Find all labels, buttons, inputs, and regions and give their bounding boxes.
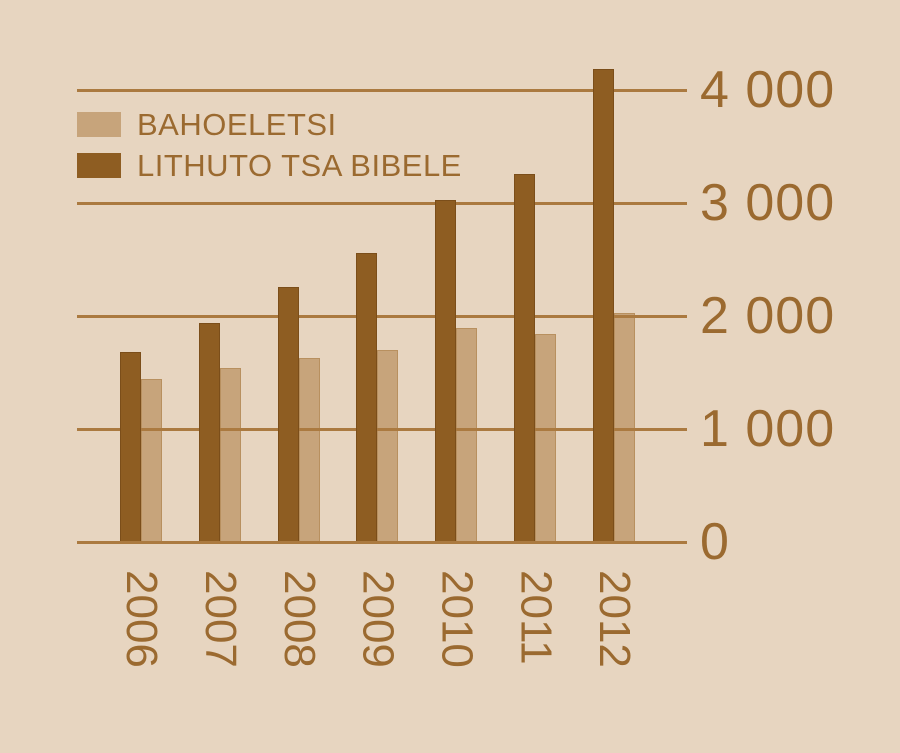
x-tick-label-2011: 2011 xyxy=(511,570,561,665)
bar-lithuto-tsa-bibele-2010 xyxy=(435,199,457,542)
legend-item-bahoeletsi: BAHOELETSI xyxy=(77,107,462,142)
legend-swatch-bahoeletsi xyxy=(77,112,121,137)
y-tick-label-3000: 3 000 xyxy=(700,174,836,232)
bar-lithuto-tsa-bibele-2012 xyxy=(592,68,614,542)
gridline-0 xyxy=(77,540,687,544)
x-tick-label-2010: 2010 xyxy=(432,570,482,668)
bar-bahoeletsi-2006 xyxy=(141,379,162,542)
legend-item-lithuto-tsa-bibele: LITHUTO TSA BIBELE xyxy=(77,148,462,183)
bar-bahoeletsi-2008 xyxy=(298,357,320,542)
bar-lithuto-tsa-bibele-2007 xyxy=(198,322,220,542)
bar-bahoeletsi-2011 xyxy=(535,334,557,542)
legend-swatch-lithuto-tsa-bibele xyxy=(77,153,121,178)
y-tick-label-4000: 4 000 xyxy=(700,61,836,119)
x-tick-label-2007: 2007 xyxy=(196,570,246,668)
gridline-2000 xyxy=(77,314,687,318)
legend: BAHOELETSI LITHUTO TSA BIBELE xyxy=(77,107,462,194)
bar-lithuto-tsa-bibele-2006 xyxy=(120,352,141,542)
x-tick-label-2012: 2012 xyxy=(590,570,640,668)
bar-lithuto-tsa-bibele-2009 xyxy=(356,252,378,542)
x-tick-label-2006: 2006 xyxy=(117,570,167,668)
x-tick-label-2009: 2009 xyxy=(353,570,403,668)
y-tick-label-2000: 2 000 xyxy=(700,287,836,345)
y-tick-label-0: 0 xyxy=(700,513,730,571)
legend-label-bahoeletsi: BAHOELETSI xyxy=(137,106,337,142)
gridline-4000 xyxy=(77,88,687,92)
bar-lithuto-tsa-bibele-2011 xyxy=(514,173,536,542)
bar-bahoeletsi-2010 xyxy=(456,328,478,542)
y-tick-label-1000: 1 000 xyxy=(700,400,836,458)
bar-bahoeletsi-2007 xyxy=(219,367,241,542)
bar-bahoeletsi-2012 xyxy=(613,312,635,542)
legend-label-lithuto-tsa-bibele: LITHUTO TSA BIBELE xyxy=(137,147,462,183)
bar-lithuto-tsa-bibele-2008 xyxy=(277,286,299,542)
gridline-3000 xyxy=(77,201,687,205)
gridline-1000 xyxy=(77,427,687,431)
bar-bahoeletsi-2009 xyxy=(377,349,399,542)
x-tick-label-2008: 2008 xyxy=(274,570,324,668)
